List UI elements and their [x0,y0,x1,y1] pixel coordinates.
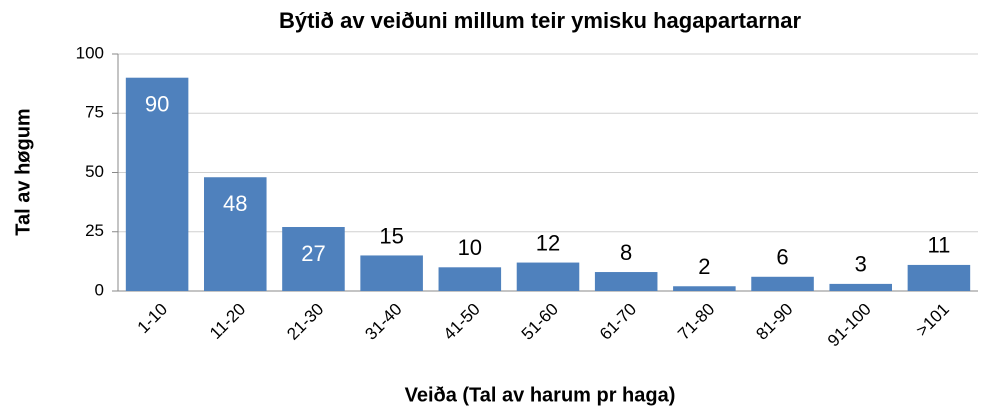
bar [438,267,502,291]
bar [360,255,423,291]
data-label: 12 [536,230,560,255]
data-label: 6 [776,245,788,270]
y-tick-label: 50 [85,162,104,181]
x-tick-label: 21-30 [283,300,327,344]
x-tick-label: 31-40 [361,300,405,344]
y-axis-title: Tal av høgum [12,108,34,235]
bar [516,262,580,291]
bar [751,276,814,291]
data-label: 11 [927,233,950,258]
x-tick-label: 91-100 [824,300,875,351]
y-tick-label: 0 [95,280,104,299]
bar [204,177,267,291]
chart-title: Býtið av veiðuni millum teir ymisku haga… [279,8,801,33]
x-tick-label: 51-60 [518,300,562,344]
data-label: 90 [145,92,169,117]
data-label: 10 [458,235,482,260]
bar [282,227,345,291]
y-tick-label: 75 [85,103,104,122]
x-tick-label: 61-70 [596,300,640,344]
bar [829,283,892,291]
data-label: 48 [223,191,247,216]
data-label: 15 [379,223,403,248]
data-label: 27 [301,241,325,266]
y-tick-label: 25 [85,221,104,240]
x-tick-label: 71-80 [674,300,718,344]
data-label: 8 [620,240,632,265]
x-tick-label: 1-10 [134,300,171,337]
data-label: 2 [698,254,710,279]
x-axis-title: Veiða (Tal av harum pr haga) [405,384,676,406]
x-tick-label: >101 [912,300,953,341]
data-label: 3 [855,252,867,277]
bar [907,264,971,291]
y-tick-label: 100 [76,43,104,62]
x-tick-label: 11-20 [206,300,249,343]
bar [673,286,736,291]
x-tick-label: 81-90 [752,300,796,344]
x-tick-label: 41-50 [440,300,484,344]
bar [594,272,658,291]
bar [125,77,189,291]
